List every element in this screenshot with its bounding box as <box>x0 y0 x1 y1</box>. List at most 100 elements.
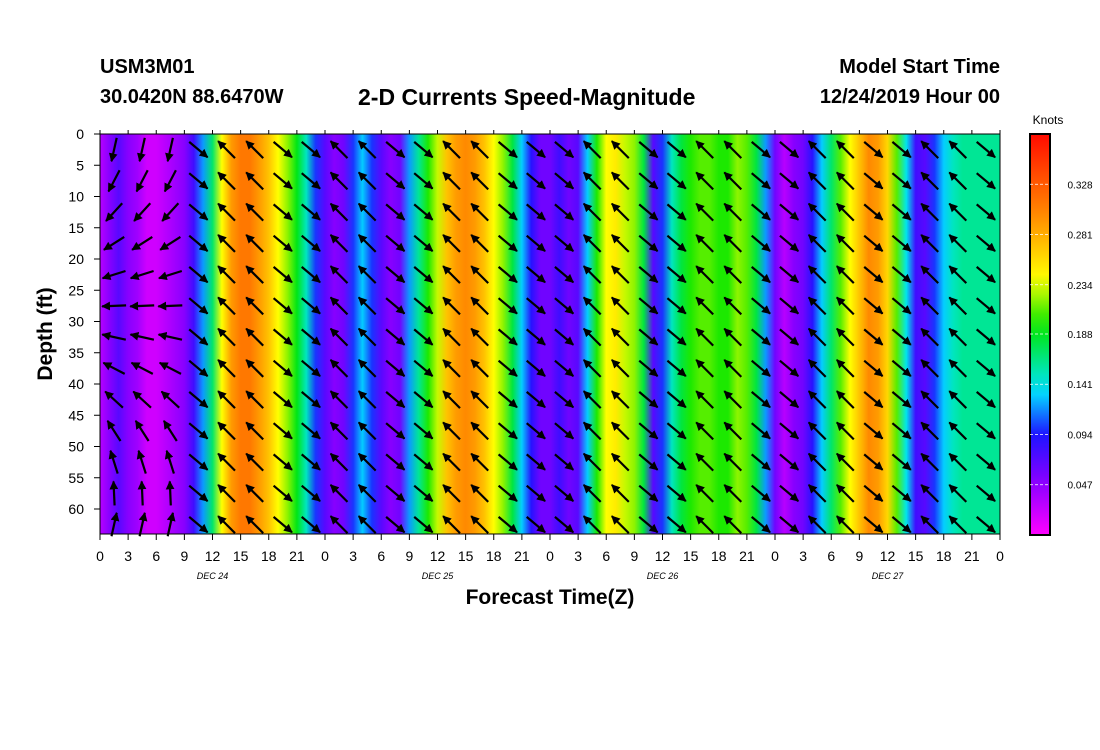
current-arrow <box>750 328 771 346</box>
x-tick-label: 6 <box>602 548 610 564</box>
current-arrow <box>109 480 119 506</box>
current-arrow <box>779 266 800 284</box>
current-arrow <box>357 265 377 284</box>
current-arrow <box>245 265 264 284</box>
current-arrow <box>891 359 912 377</box>
current-arrow <box>385 266 406 284</box>
current-arrow <box>413 391 434 409</box>
x-tick-label: 6 <box>377 548 385 564</box>
current-arrow <box>863 391 884 409</box>
current-arrow <box>638 422 659 440</box>
x-tick-label: 9 <box>180 548 188 564</box>
current-arrow <box>807 202 827 222</box>
current-arrow <box>442 390 461 409</box>
current-arrow <box>554 516 575 534</box>
x-tick-label: 0 <box>321 548 329 564</box>
current-arrow <box>863 172 884 190</box>
current-arrow <box>442 452 461 472</box>
current-arrow <box>101 301 127 311</box>
current-arrow <box>638 234 659 252</box>
current-arrow <box>357 484 377 503</box>
current-arrow <box>102 361 126 375</box>
current-arrow <box>695 234 714 253</box>
current-arrow <box>863 141 884 159</box>
current-arrow <box>413 453 434 471</box>
current-arrow <box>217 452 236 472</box>
chart-title: 2-D Currents Speed-Magnitude <box>358 84 696 110</box>
x-tick-label: 15 <box>908 548 924 564</box>
current-arrow <box>300 359 321 377</box>
current-arrow <box>666 422 687 440</box>
current-arrow <box>385 422 406 440</box>
current-arrow <box>217 140 236 159</box>
current-arrow <box>666 391 687 409</box>
x-tick-label: 21 <box>289 548 305 564</box>
current-arrow <box>357 390 377 409</box>
current-arrow <box>103 235 125 251</box>
current-arrow <box>695 171 714 191</box>
current-arrow <box>188 359 209 377</box>
current-arrow <box>863 516 884 534</box>
current-arrow <box>525 297 546 315</box>
current-arrow <box>385 234 406 252</box>
current-arrow <box>836 515 855 534</box>
current-arrow <box>525 266 546 284</box>
current-arrow <box>975 203 996 221</box>
current-arrow <box>836 452 855 472</box>
current-arrow <box>611 140 630 159</box>
current-arrow <box>920 390 939 409</box>
current-arrow <box>807 421 827 441</box>
current-arrow <box>357 421 377 441</box>
current-arrow <box>300 422 321 440</box>
current-arrow <box>188 328 209 346</box>
station-coordinates: 30.0420N 88.6470W <box>100 86 284 108</box>
current-arrow <box>497 141 518 159</box>
current-arrow <box>638 266 659 284</box>
current-arrow <box>750 266 771 284</box>
current-arrow <box>385 391 406 409</box>
current-arrow <box>385 516 406 534</box>
current-arrow <box>750 453 771 471</box>
current-arrow <box>891 266 912 284</box>
current-arrow <box>948 234 968 253</box>
current-arrow <box>723 265 743 284</box>
current-arrow <box>166 512 176 537</box>
current-arrow <box>582 202 602 222</box>
current-arrow <box>666 266 687 284</box>
current-arrow <box>357 202 377 222</box>
current-arrow <box>582 359 602 378</box>
current-arrow <box>723 202 743 222</box>
x-tick-label: 18 <box>936 548 952 564</box>
current-arrow <box>272 297 293 315</box>
current-arrow <box>385 297 406 315</box>
x-axis-label: Forecast Time(Z) <box>466 586 635 609</box>
x-tick-label: 12 <box>880 548 896 564</box>
current-arrow <box>554 484 575 502</box>
current-arrow <box>217 484 236 503</box>
current-arrow <box>920 327 939 347</box>
current-arrow <box>137 137 146 163</box>
date-labels: DEC 24 DEC 25 DEC 26 DEC 27 <box>197 571 905 581</box>
current-arrow <box>470 296 489 316</box>
current-arrow <box>525 203 546 221</box>
current-arrow <box>525 391 546 409</box>
x-tick-label: 6 <box>152 548 160 564</box>
current-arrow <box>611 359 630 378</box>
current-arrow <box>666 297 687 315</box>
current-arrow <box>582 327 602 347</box>
current-arrow <box>217 171 236 191</box>
y-tick-label: 50 <box>68 439 84 455</box>
current-arrow <box>470 515 489 534</box>
current-arrow <box>638 328 659 346</box>
current-arrow <box>836 421 855 441</box>
current-arrow <box>413 141 434 159</box>
current-arrow <box>920 296 939 316</box>
current-arrow <box>272 328 293 346</box>
current-arrow <box>160 390 180 409</box>
current-arrow <box>497 234 518 252</box>
current-arrow <box>666 484 687 502</box>
current-arrow <box>695 202 714 222</box>
current-arrow <box>723 234 743 253</box>
current-arrow <box>413 484 434 502</box>
current-arrow <box>413 297 434 315</box>
